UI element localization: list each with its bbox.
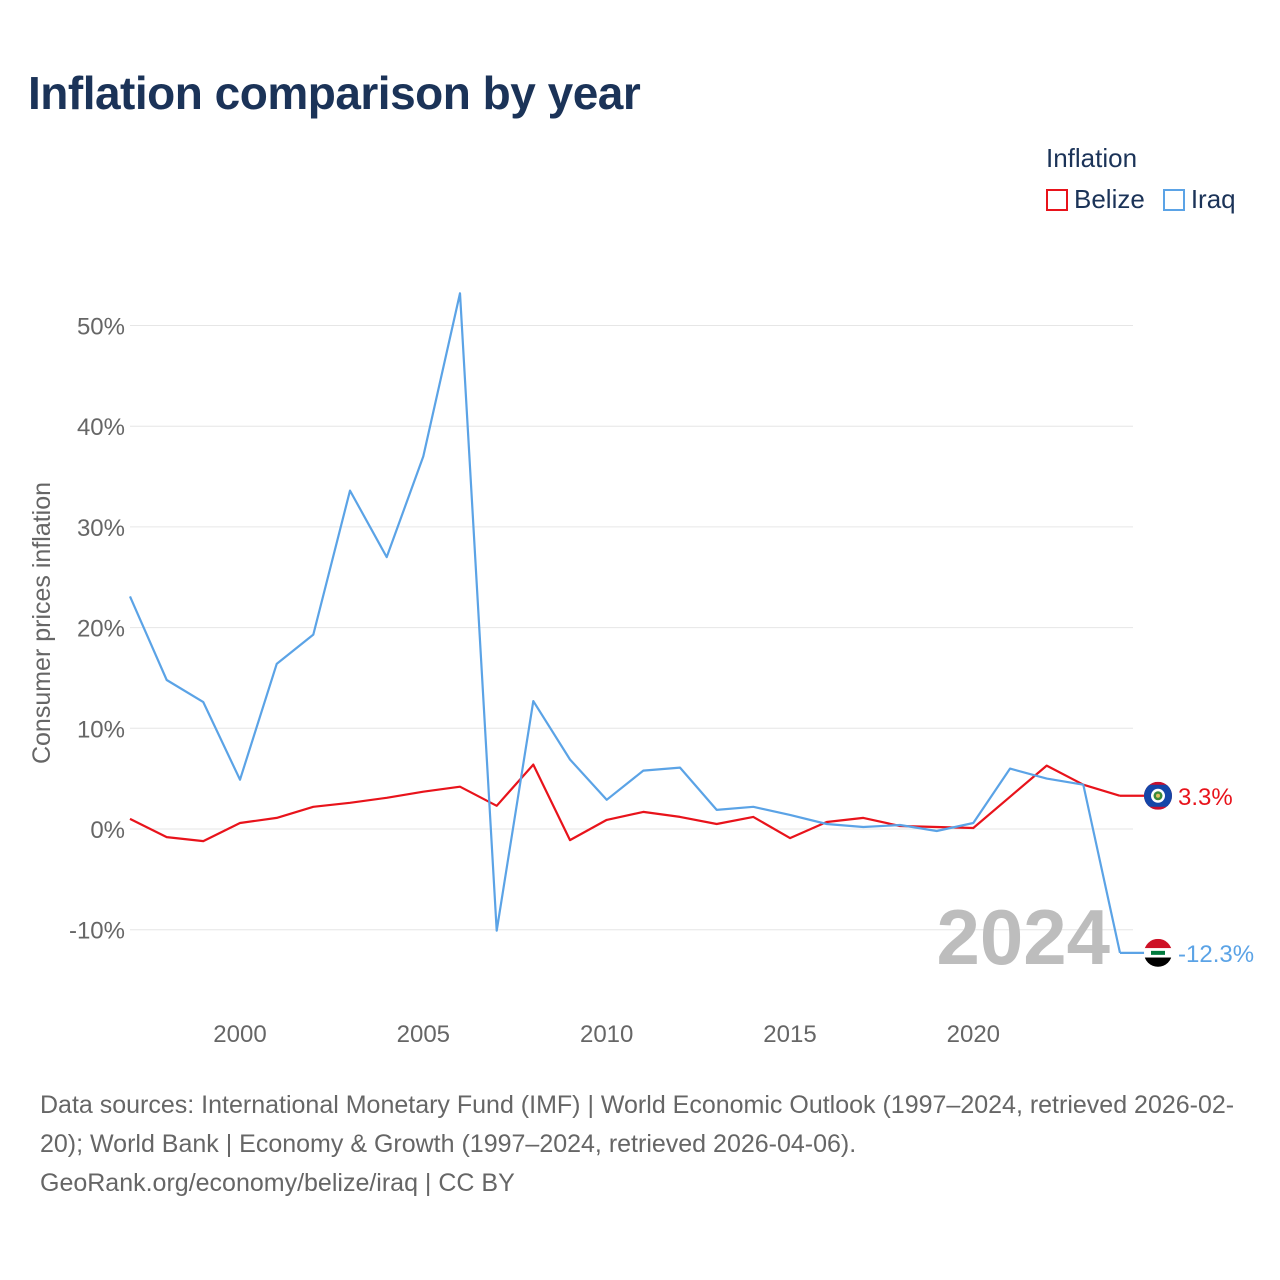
- data-point-iraq: [457, 290, 463, 296]
- x-tick-label: 2015: [763, 1021, 816, 1048]
- data-point-iraq: [787, 812, 793, 818]
- data-point-belize: [310, 804, 316, 810]
- x-tick-label: 2020: [947, 1021, 1000, 1048]
- series-end-markers: 3.3% -12.3%: [1120, 781, 1254, 968]
- data-point-belize: [714, 821, 720, 827]
- data-point-iraq: [1044, 776, 1050, 782]
- data-point-belize: [1007, 794, 1013, 800]
- legend-title: Inflation: [1046, 143, 1138, 173]
- data-point-iraq: [897, 822, 903, 828]
- credit-text: GeoRank.org/economy/belize/iraq | CC BY: [40, 1169, 515, 1197]
- data-point-belize: [274, 815, 280, 821]
- data-point-iraq: [237, 777, 243, 783]
- data-point-belize: [237, 820, 243, 826]
- series-line-iraq: [128, 292, 1122, 954]
- data-point-belize: [494, 803, 500, 809]
- data-point-belize: [457, 784, 463, 790]
- data-point-iraq: [494, 928, 500, 934]
- data-point-iraq: [824, 821, 830, 827]
- x-tick-label: 2005: [397, 1021, 450, 1048]
- end-label-belize: 3.3%: [1178, 784, 1233, 811]
- sources-text: Data sources: International Monetary Fun…: [40, 1091, 1235, 1158]
- data-point-belize: [1044, 763, 1050, 769]
- data-point-belize: [677, 814, 683, 820]
- y-axis-label: Consumer prices inflation: [28, 482, 56, 764]
- x-tick-label: 2010: [580, 1021, 633, 1048]
- data-point-iraq: [274, 661, 280, 667]
- data-point-iraq: [1080, 782, 1086, 788]
- y-tick-label: 10%: [77, 716, 125, 743]
- y-axis-ticks: -10% 0% 10% 20% 30% 40% 50%: [69, 314, 125, 945]
- legend: Inflation Belize Iraq: [1046, 142, 1236, 215]
- iraq-flag-icon: [1144, 938, 1172, 967]
- data-point-iraq: [530, 698, 536, 704]
- legend-label-iraq: Iraq: [1190, 184, 1236, 214]
- data-point-belize: [860, 815, 866, 821]
- legend-swatch-belize: [1046, 188, 1068, 211]
- data-point-belize: [347, 800, 353, 806]
- data-point-belize: [420, 789, 426, 795]
- data-point-iraq: [127, 593, 133, 599]
- data-point-belize: [384, 795, 390, 801]
- x-axis-ticks: 2000 2005 2010 2015 2020: [213, 1021, 1000, 1048]
- data-point-iraq: [934, 828, 940, 834]
- data-point-belize: [530, 762, 536, 768]
- legend-label-belize: Belize: [1074, 184, 1145, 214]
- data-point-iraq: [384, 554, 390, 560]
- data-sources: Data sources: International Monetary Fun…: [40, 1086, 1250, 1203]
- data-point-belize: [750, 814, 756, 820]
- y-tick-label: 50%: [77, 314, 125, 341]
- data-point-iraq: [750, 804, 756, 810]
- gridlines: [130, 325, 1133, 931]
- data-point-belize: [200, 838, 206, 844]
- legend-swatch-iraq: [1162, 188, 1185, 211]
- data-point-iraq: [970, 820, 976, 826]
- data-point-belize: [164, 834, 170, 840]
- data-point-iraq: [567, 757, 573, 763]
- legend-item-iraq[interactable]: Iraq: [1162, 184, 1236, 215]
- legend-item-belize[interactable]: Belize: [1046, 184, 1145, 215]
- y-tick-label: 30%: [77, 515, 125, 542]
- data-point-iraq: [677, 765, 683, 771]
- data-point-iraq: [347, 488, 353, 494]
- data-point-iraq: [1007, 766, 1013, 772]
- data-point-belize: [787, 835, 793, 841]
- line-chart: -10%0%10%20%30%40%50% 2000 2005 2010 2015 20…: [28, 290, 1254, 1048]
- data-point-iraq: [714, 807, 720, 813]
- data-point-belize: [640, 809, 646, 815]
- data-point-belize: [567, 837, 573, 843]
- chart-title: Inflation comparison by year: [28, 67, 641, 119]
- y-tick-label: 20%: [77, 616, 125, 643]
- x-tick-label: 2000: [213, 1021, 266, 1048]
- series-lines: [127, 290, 1122, 954]
- end-label-iraq: -12.3%: [1178, 941, 1254, 968]
- data-point-iraq: [200, 699, 206, 705]
- data-point-iraq: [604, 797, 610, 803]
- year-watermark: 2024: [936, 893, 1110, 981]
- data-point-belize: [127, 816, 133, 822]
- belize-flag-icon: [1144, 781, 1172, 810]
- data-point-iraq: [420, 453, 426, 459]
- y-tick-label: -10%: [69, 918, 125, 945]
- y-tick-label: 0%: [90, 817, 125, 844]
- data-point-belize: [604, 817, 610, 823]
- data-point-iraq: [310, 632, 316, 638]
- data-point-iraq: [164, 677, 170, 683]
- data-point-iraq: [640, 768, 646, 774]
- y-tick-label: 40%: [77, 414, 125, 441]
- data-point-iraq: [860, 824, 866, 830]
